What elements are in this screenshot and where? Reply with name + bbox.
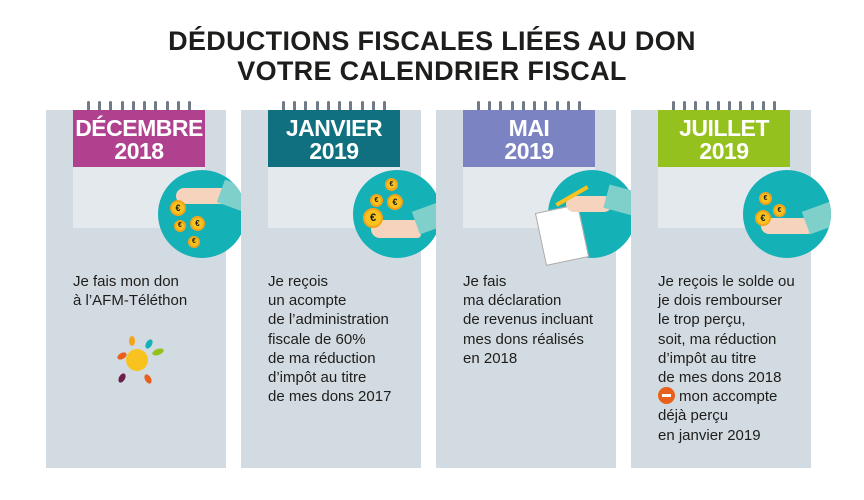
hand-receiving-coins-icon: € € € xyxy=(743,170,831,258)
calendar-page: JANVIER 2019 € € € € xyxy=(268,101,441,258)
panel-may: MAI 2019 Je fais ma déclaration de revenus … xyxy=(436,101,639,468)
panel-text: Je reçois un acompte de l’administration fi… xyxy=(268,273,392,406)
calendar-page: MAI 2019 xyxy=(463,101,639,266)
calendar-header: MAI 2019 xyxy=(463,110,595,167)
title-line-2: VOTRE CALENDRIER FISCAL xyxy=(237,56,627,86)
minus-icon xyxy=(658,387,675,405)
panel-december: DÉCEMBRE 2018 € € € € Je fais mon don à l’… xyxy=(46,101,246,468)
calendar-page: DÉCEMBRE 2018 € € € € xyxy=(73,101,246,258)
calendar-page: JUILLET 2019 € € € xyxy=(658,101,831,258)
panel-text: Je reçois le solde ou je dois rembourser l… xyxy=(658,273,795,444)
page-title: DÉDUCTIONS FISCALES LIÉES AU DON VOTRE C… xyxy=(0,26,864,86)
afm-telethon-logo xyxy=(117,336,164,384)
calendar-rings xyxy=(477,101,581,115)
panel-january: JANVIER 2019 € € € € Je reçois un acompte d… xyxy=(241,101,441,468)
calendar-header: JUILLET 2019 xyxy=(658,110,790,167)
title-line-1: DÉDUCTIONS FISCALES LIÉES AU DON xyxy=(168,26,696,56)
hand-receiving-coins-icon: € € € € xyxy=(353,170,441,258)
calendar-rings xyxy=(87,101,191,115)
panel-text: Je fais ma déclaration de revenus incluant… xyxy=(463,273,594,367)
calendar-header: JANVIER 2019 xyxy=(268,110,400,167)
panel-text: Je fais mon don à l’AFM-Téléthon xyxy=(73,273,188,310)
calendar-rings xyxy=(282,101,386,115)
calendar-rings xyxy=(672,101,776,115)
calendar-header: DÉCEMBRE 2018 xyxy=(73,110,205,167)
hand-writing-declaration-icon xyxy=(534,170,639,266)
panel-july: JUILLET 2019 € € € Je reçois le solde ou j… xyxy=(631,101,831,468)
hand-giving-coins-icon: € € € € xyxy=(158,170,246,258)
